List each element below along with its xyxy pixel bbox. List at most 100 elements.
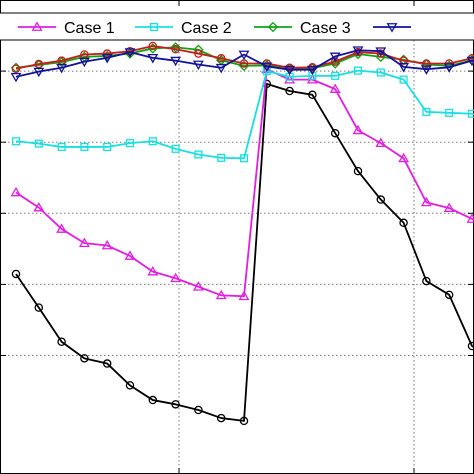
data-point bbox=[215, 63, 227, 74]
data-point bbox=[308, 90, 317, 100]
data-point bbox=[467, 109, 474, 118]
data-point bbox=[34, 139, 43, 148]
series-line bbox=[15, 68, 474, 298]
data-point bbox=[352, 46, 364, 56]
data-point bbox=[78, 57, 90, 68]
data-point bbox=[34, 59, 44, 69]
data-point bbox=[306, 65, 318, 76]
data-point bbox=[330, 128, 340, 138]
data-point bbox=[284, 74, 296, 84]
legend-marker bbox=[149, 22, 159, 32]
data-point bbox=[420, 65, 432, 75]
data-point bbox=[398, 152, 410, 163]
series-3 bbox=[11, 66, 474, 163]
data-point bbox=[375, 47, 387, 57]
data-point bbox=[148, 395, 158, 405]
data-point bbox=[124, 48, 136, 58]
data-point bbox=[170, 272, 182, 283]
data-point bbox=[147, 265, 159, 276]
data-point bbox=[11, 137, 21, 146]
data-point bbox=[353, 66, 363, 75]
data-point bbox=[10, 72, 22, 83]
series-line bbox=[15, 69, 474, 160]
series-1 bbox=[11, 79, 474, 426]
data-point bbox=[170, 56, 182, 67]
data-point bbox=[192, 60, 204, 71]
legend-marker bbox=[267, 21, 279, 33]
data-point bbox=[171, 144, 180, 153]
legend-item-3: Case 3 bbox=[254, 20, 351, 37]
data-point bbox=[398, 62, 410, 73]
data-point bbox=[376, 195, 386, 204]
data-point bbox=[80, 142, 89, 151]
series-6 bbox=[10, 46, 474, 83]
data-point bbox=[78, 237, 90, 248]
data-point bbox=[171, 400, 180, 409]
legend-marker bbox=[31, 21, 43, 31]
data-point bbox=[284, 65, 296, 76]
grid-lines bbox=[0, 40, 474, 474]
data-point bbox=[329, 52, 341, 63]
series-5 bbox=[11, 41, 474, 73]
data-point bbox=[444, 290, 454, 300]
data-point bbox=[443, 63, 455, 73]
data-point bbox=[34, 303, 44, 312]
data-point bbox=[56, 63, 68, 74]
data-point bbox=[57, 142, 66, 151]
data-point bbox=[331, 71, 340, 80]
data-point bbox=[216, 54, 226, 63]
data-point bbox=[33, 202, 45, 212]
data-point bbox=[376, 68, 385, 77]
series-line bbox=[15, 45, 474, 70]
data-point bbox=[238, 290, 250, 301]
series-line bbox=[15, 82, 474, 422]
data-point bbox=[192, 281, 204, 291]
data-point bbox=[125, 381, 135, 390]
legend-item-1: Case 1 bbox=[18, 20, 115, 37]
data-point bbox=[466, 213, 474, 223]
data-point bbox=[466, 56, 474, 67]
data-point bbox=[422, 107, 431, 116]
data-point bbox=[194, 150, 203, 159]
data-point bbox=[148, 41, 158, 51]
data-point bbox=[285, 86, 294, 96]
legend-marker bbox=[386, 23, 398, 33]
data-point bbox=[11, 64, 21, 73]
legend-label: Case 3 bbox=[300, 20, 351, 37]
data-point bbox=[215, 289, 227, 300]
data-point bbox=[147, 53, 159, 64]
data-point bbox=[102, 359, 112, 368]
data-point bbox=[399, 56, 408, 65]
data-point bbox=[467, 341, 474, 351]
legend-label: Case 2 bbox=[181, 20, 232, 37]
data-point bbox=[399, 218, 408, 228]
data-point bbox=[239, 154, 249, 163]
data-point bbox=[238, 50, 250, 61]
data-point bbox=[11, 269, 21, 279]
data-point bbox=[194, 405, 203, 415]
data-point bbox=[216, 413, 226, 423]
legend: Case 1 Case 2 Case 3 bbox=[0, 12, 474, 41]
data-point bbox=[33, 67, 45, 78]
data-point bbox=[329, 83, 341, 93]
data-point bbox=[148, 137, 157, 146]
series-lines bbox=[10, 41, 474, 426]
data-point bbox=[171, 45, 180, 54]
data-point bbox=[420, 196, 432, 207]
data-point bbox=[445, 108, 454, 117]
series-2 bbox=[10, 63, 474, 301]
legend-item-4 bbox=[373, 23, 411, 33]
data-point bbox=[217, 153, 226, 162]
data-point bbox=[125, 139, 135, 148]
legend-item-2: Case 2 bbox=[135, 20, 232, 37]
data-point bbox=[124, 250, 136, 260]
data-point bbox=[57, 337, 66, 347]
legend-label: Case 1 bbox=[64, 20, 115, 37]
data-point bbox=[103, 142, 112, 151]
data-point bbox=[443, 202, 455, 212]
data-point bbox=[261, 62, 273, 72]
data-point bbox=[80, 354, 89, 363]
series-line bbox=[15, 49, 474, 78]
data-point bbox=[101, 53, 113, 64]
